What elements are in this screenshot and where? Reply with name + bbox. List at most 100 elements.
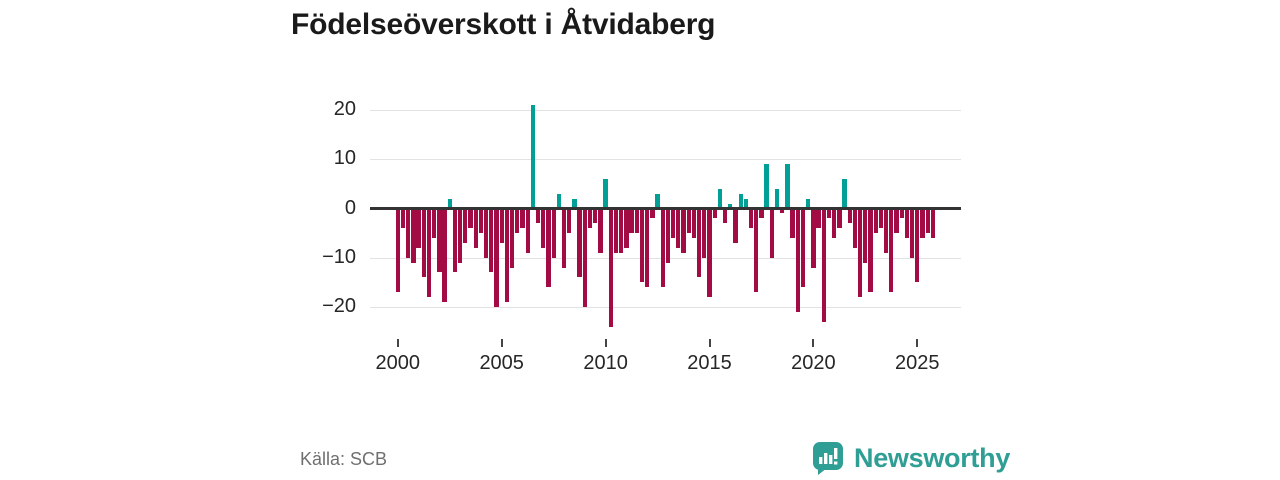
bar	[478, 208, 484, 234]
bar	[509, 208, 515, 268]
bar	[598, 208, 603, 253]
bar	[634, 208, 639, 234]
bar	[816, 208, 821, 229]
bar	[873, 208, 878, 234]
bar	[567, 208, 572, 234]
bar	[837, 208, 842, 229]
bar	[639, 208, 645, 283]
bar	[426, 208, 432, 298]
bar	[894, 208, 899, 234]
bar	[681, 208, 686, 253]
bar	[691, 208, 697, 239]
x-axis-tick	[916, 339, 919, 347]
x-axis-tick	[604, 339, 607, 347]
bar	[821, 208, 826, 322]
x-axis-tick	[708, 339, 711, 347]
bar	[717, 188, 723, 209]
bar	[665, 208, 671, 263]
bar	[645, 208, 650, 288]
bar	[463, 208, 468, 243]
bar	[619, 208, 624, 253]
bar	[785, 164, 790, 209]
bar	[530, 105, 536, 209]
bar	[878, 208, 884, 229]
x-axis-tick-label: 2000	[375, 352, 421, 374]
bar	[546, 208, 551, 288]
bar	[889, 208, 894, 293]
bar	[826, 208, 832, 219]
chart-title: Födelseöverskott i Åtvidaberg	[291, 8, 716, 41]
y-gridline	[370, 306, 961, 308]
bar	[728, 203, 733, 209]
bar	[733, 208, 738, 243]
bar	[795, 208, 800, 312]
y-axis-tick-label: −10	[322, 245, 356, 268]
bar	[551, 208, 556, 258]
bar	[769, 208, 774, 258]
bar	[676, 208, 681, 248]
bar	[587, 208, 593, 229]
bar	[712, 208, 717, 219]
y-gridline	[370, 110, 961, 112]
newsworthy-bubble-chart-icon	[810, 440, 846, 476]
x-axis-tick	[500, 339, 503, 347]
bar	[613, 208, 619, 253]
bar	[520, 208, 525, 229]
bar	[811, 208, 816, 268]
bar	[400, 208, 406, 229]
bar	[395, 208, 400, 293]
bar	[504, 208, 510, 302]
bar	[847, 208, 852, 224]
bar	[925, 208, 930, 234]
bar	[707, 208, 712, 298]
x-axis-tick	[812, 339, 815, 347]
bar	[416, 208, 421, 248]
bar	[774, 188, 780, 209]
bar	[722, 208, 728, 224]
bar	[868, 208, 873, 293]
bar	[738, 193, 743, 209]
zero-axis-line	[370, 207, 961, 210]
x-axis-tick-label: 2010	[583, 352, 628, 374]
bar	[806, 198, 811, 209]
bar	[515, 208, 520, 234]
x-axis-tick-label: 2015	[687, 352, 732, 374]
bar	[406, 208, 411, 258]
bar	[603, 178, 608, 209]
source-caption: Källa: SCB	[300, 449, 388, 469]
bar	[883, 208, 889, 253]
bar	[473, 208, 478, 248]
bar	[790, 208, 795, 239]
x-axis-tick-label: 2025	[895, 352, 940, 374]
bar	[629, 208, 634, 234]
bar	[541, 208, 546, 248]
bar	[608, 208, 613, 327]
bar	[572, 198, 577, 209]
bar	[468, 208, 473, 229]
bar	[686, 208, 691, 234]
bar	[832, 208, 837, 239]
bar	[489, 208, 494, 273]
bar	[447, 198, 452, 209]
x-axis-tick-label: 2020	[791, 352, 836, 374]
bar	[655, 193, 660, 209]
y-axis-tick-label: 0	[344, 196, 356, 219]
bar	[899, 208, 904, 219]
bar	[764, 164, 769, 209]
bar	[904, 208, 910, 239]
bar	[660, 208, 665, 288]
bar	[561, 208, 567, 268]
bar	[624, 208, 629, 248]
bar	[556, 193, 561, 209]
bar	[650, 208, 655, 219]
y-axis-tick-label: 20	[333, 98, 356, 121]
newsworthy-logo[interactable]: Newsworthy	[810, 440, 1010, 476]
bar	[442, 208, 447, 302]
bar	[483, 208, 489, 258]
bar	[494, 208, 499, 307]
bar	[863, 208, 868, 263]
bar	[499, 208, 504, 243]
bar	[780, 208, 785, 214]
bar	[909, 208, 915, 258]
bar	[930, 208, 936, 239]
